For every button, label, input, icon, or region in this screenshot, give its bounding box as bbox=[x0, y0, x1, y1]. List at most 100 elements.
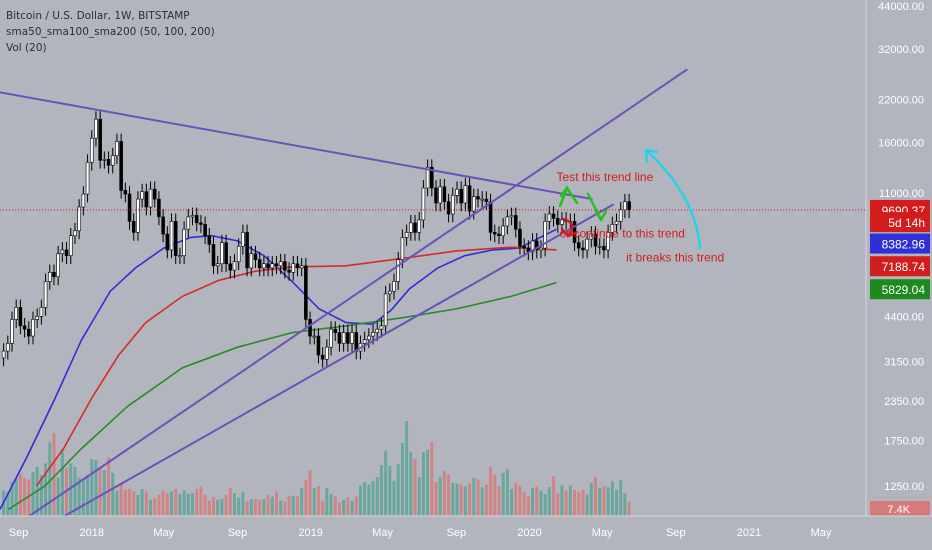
candle-body bbox=[438, 186, 442, 204]
candle-body bbox=[123, 190, 128, 195]
volume-bar bbox=[52, 432, 56, 516]
volume-bar bbox=[304, 480, 308, 516]
candle-body bbox=[262, 263, 266, 269]
y-tick-label: 2350.00 bbox=[884, 396, 924, 408]
volume-bar bbox=[14, 477, 18, 516]
volume-bar bbox=[241, 492, 245, 516]
volume-bar bbox=[329, 493, 333, 516]
candle-body bbox=[463, 185, 468, 204]
candle-body bbox=[157, 198, 161, 218]
red-down-arrow-head bbox=[560, 227, 578, 238]
volume-bar bbox=[94, 460, 98, 516]
candle-body bbox=[278, 261, 283, 267]
x-tick-label: May bbox=[592, 527, 613, 539]
candle-body bbox=[1, 350, 6, 359]
candle-body bbox=[547, 213, 552, 222]
candle-body bbox=[530, 240, 535, 253]
candle-body bbox=[98, 118, 102, 161]
candle-body bbox=[119, 141, 123, 191]
volume-bar bbox=[90, 459, 94, 516]
price-label-box bbox=[870, 212, 930, 233]
volume-bar bbox=[619, 480, 623, 516]
symbol-title[interactable]: Bitcoin / U.S. Dollar, 1W, BITSTAMP bbox=[6, 10, 190, 22]
trendline-2 bbox=[7, 68, 688, 532]
candle-body bbox=[299, 265, 304, 269]
x-tick-label: May bbox=[372, 527, 393, 539]
volume-bar bbox=[367, 484, 371, 516]
candle-body bbox=[35, 316, 39, 320]
volume-bar bbox=[283, 501, 287, 516]
volume-bar bbox=[174, 488, 178, 516]
volume-bar bbox=[212, 497, 215, 516]
volume-bar bbox=[556, 493, 560, 516]
volume-bar bbox=[455, 483, 459, 516]
candle-body bbox=[404, 232, 409, 238]
candle-body bbox=[560, 219, 564, 225]
candle-body bbox=[291, 263, 296, 273]
candle-body bbox=[522, 245, 526, 249]
volume-bar bbox=[552, 476, 556, 516]
volume-bar bbox=[136, 494, 140, 516]
volume-title[interactable]: Vol (20) bbox=[6, 42, 47, 54]
volume-bar bbox=[388, 465, 392, 516]
x-tick-label: 2019 bbox=[298, 527, 322, 539]
volume-bar bbox=[547, 487, 551, 516]
candle-body bbox=[14, 307, 18, 320]
volume-bar bbox=[501, 472, 505, 516]
candle-body bbox=[467, 185, 472, 212]
volume-bar bbox=[480, 487, 484, 516]
volume-bar bbox=[203, 494, 207, 516]
candle-body bbox=[64, 249, 69, 256]
candle-body bbox=[379, 325, 384, 330]
volume-bar bbox=[627, 501, 631, 516]
candle-body bbox=[39, 307, 44, 317]
volume-bar bbox=[10, 482, 14, 516]
volume-bar bbox=[60, 448, 64, 516]
candle-body bbox=[623, 201, 627, 211]
series-line-sma200 bbox=[7, 281, 557, 511]
volume-bar bbox=[233, 493, 236, 516]
candle-body bbox=[10, 319, 14, 344]
candle-body bbox=[375, 328, 379, 333]
candle-body bbox=[245, 232, 249, 269]
volume-bar bbox=[522, 492, 526, 516]
volume-bar bbox=[400, 443, 404, 516]
candle-body bbox=[169, 221, 174, 251]
volume-bar bbox=[27, 479, 31, 516]
volume-bar bbox=[291, 495, 295, 516]
y-tick-label: 22000.00 bbox=[878, 94, 924, 106]
volume-bar bbox=[270, 496, 274, 516]
volume-bar bbox=[472, 477, 476, 516]
volume-bar bbox=[606, 487, 610, 516]
volume-bar bbox=[493, 474, 497, 516]
price-label: 5d 14h bbox=[888, 216, 925, 230]
y-tick-label: 16000.00 bbox=[878, 137, 924, 149]
candle-body bbox=[388, 290, 392, 295]
candle-body bbox=[409, 222, 413, 233]
candle-body bbox=[501, 225, 505, 237]
volume-bar bbox=[6, 492, 10, 516]
candle-body bbox=[350, 332, 354, 344]
volume-bar bbox=[207, 500, 211, 516]
candle-body bbox=[308, 319, 312, 337]
indicator-title[interactable]: sma50_sma100_sma200 (50, 100, 200) bbox=[6, 26, 215, 38]
candle-body bbox=[421, 187, 426, 221]
time-axis bbox=[0, 516, 932, 550]
volume-bar bbox=[170, 491, 173, 516]
volume-bar bbox=[237, 497, 241, 516]
volume-bar bbox=[417, 476, 421, 516]
x-tick-label: Sep bbox=[9, 527, 29, 539]
candle-body bbox=[173, 221, 178, 256]
annotation-3: it breaks this trend bbox=[626, 251, 724, 265]
price-label: 7188.74 bbox=[882, 260, 926, 274]
candle-body bbox=[430, 166, 434, 189]
candle-body bbox=[182, 228, 186, 256]
volume-bar bbox=[560, 485, 564, 516]
volume-bar bbox=[384, 450, 388, 516]
candle-body bbox=[27, 328, 31, 337]
volume-bar bbox=[539, 490, 543, 516]
x-tick-label: Sep bbox=[666, 527, 686, 539]
candle-body bbox=[610, 224, 615, 233]
